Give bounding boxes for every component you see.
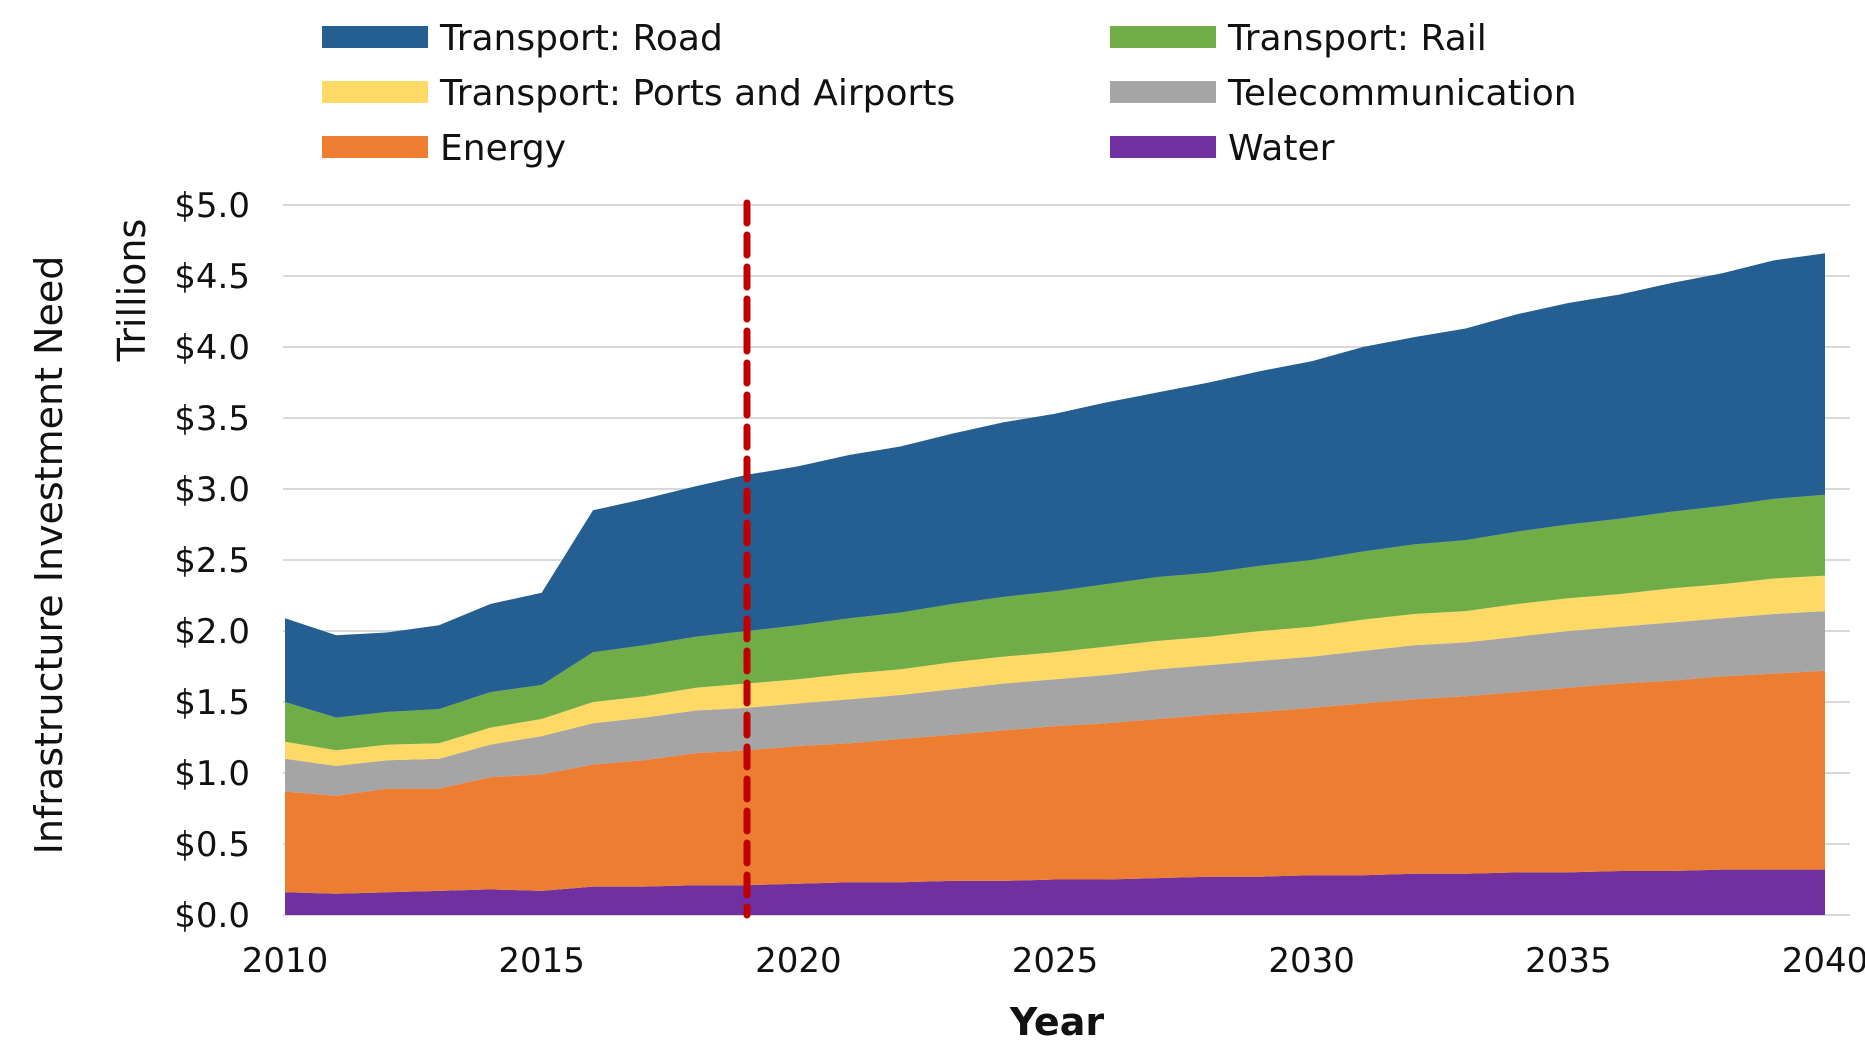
y-tick-label: $4.0 — [174, 328, 250, 368]
legend-label: Transport: Road — [439, 18, 723, 59]
legend-swatch — [322, 81, 428, 103]
y-tick-label: $3.0 — [174, 470, 250, 510]
x-axis-title: Year — [1009, 1000, 1104, 1044]
legend-item: Transport: Ports and Airports — [322, 73, 955, 114]
y-axis-unit-label: Trillions — [110, 219, 154, 363]
y-axis-ticks: $0.0 $0.5 $1.0 $1.5 $2.0 $2.5 $3.0 $3.5 $4.0 $4.5… — [174, 186, 250, 936]
legend-swatch — [1110, 26, 1216, 48]
legend-swatch — [1110, 81, 1216, 103]
legend-label: Transport: Rail — [1227, 18, 1487, 59]
legend-item: Telecommunication — [1110, 73, 1577, 114]
y-tick-label: $0.0 — [174, 896, 250, 936]
legend-label: Energy — [440, 128, 566, 169]
y-tick-label: $2.0 — [174, 612, 250, 652]
legend: Transport: Road Transport: Rail Transport:… — [322, 18, 1577, 169]
area-water — [285, 869, 1825, 915]
x-tick-label: 2025 — [1012, 941, 1099, 981]
y-tick-label: $0.5 — [174, 825, 250, 865]
y-tick-label: $5.0 — [174, 186, 250, 226]
y-tick-label: $3.5 — [174, 399, 250, 439]
legend-swatch — [1110, 136, 1216, 158]
x-tick-label: 2035 — [1525, 941, 1612, 981]
area-energy — [285, 670, 1825, 894]
x-tick-label: 2040 — [1782, 941, 1865, 981]
x-axis-ticks: 2010 2015 2020 2025 2030 2035 2040 — [242, 941, 1865, 981]
y-tick-label: $1.0 — [174, 754, 250, 794]
legend-label: Water — [1228, 128, 1335, 169]
legend-item: Transport: Road — [322, 18, 723, 59]
legend-label: Transport: Ports and Airports — [439, 73, 955, 114]
area-transport-ports-and-airports — [285, 575, 1825, 766]
legend-swatch — [322, 26, 428, 48]
legend-swatch — [322, 136, 428, 158]
legend-item: Energy — [322, 128, 566, 169]
y-tick-label: $1.5 — [174, 683, 250, 723]
x-tick-label: 2020 — [755, 941, 842, 981]
area-telecommunication — [285, 611, 1825, 796]
area-transport-rail — [285, 494, 1825, 751]
legend-item: Transport: Rail — [1110, 18, 1487, 59]
y-axis-title: Infrastructure Investment Need — [27, 256, 71, 855]
y-tick-label: $4.5 — [174, 257, 250, 297]
y-tick-label: $2.5 — [174, 541, 250, 581]
x-tick-label: 2010 — [242, 941, 329, 981]
x-tick-label: 2015 — [498, 941, 585, 981]
legend-item: Water — [1110, 128, 1335, 169]
area-transport-road — [285, 253, 1825, 718]
x-tick-label: 2030 — [1268, 941, 1355, 981]
legend-label: Telecommunication — [1227, 73, 1577, 114]
plot-area — [285, 253, 1825, 915]
